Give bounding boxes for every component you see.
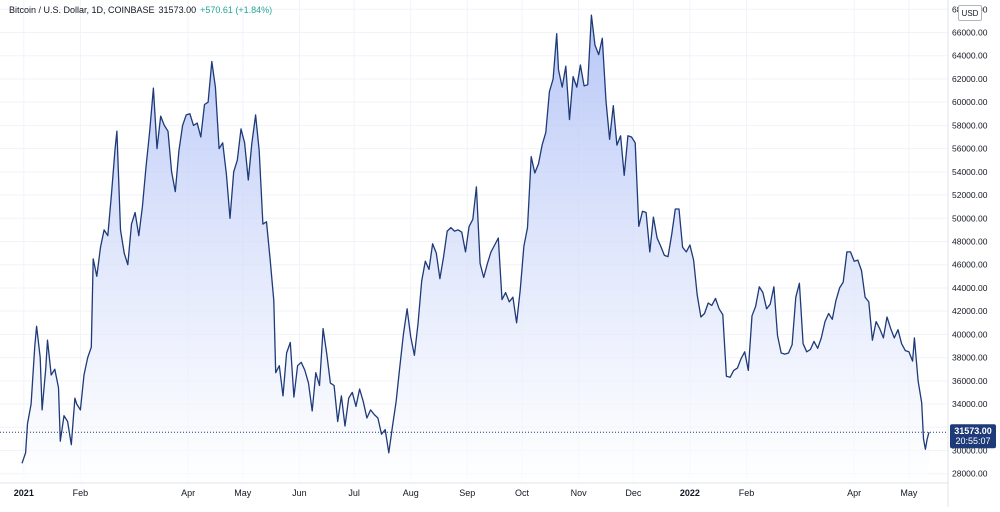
price-axis[interactable]: 28000.0030000.0032000.0034000.0036000.00… [952, 4, 988, 478]
x-tick-label: Oct [515, 488, 530, 498]
y-tick-label: 36000.00 [952, 376, 988, 386]
y-tick-label: 28000.00 [952, 469, 988, 479]
y-tick-label: 52000.00 [952, 190, 988, 200]
y-tick-label: 64000.00 [952, 51, 988, 61]
y-tick-label: 40000.00 [952, 329, 988, 339]
x-tick-label: 2022 [680, 488, 700, 498]
y-tick-label: 56000.00 [952, 144, 988, 154]
y-tick-label: 38000.00 [952, 353, 988, 363]
y-tick-label: 44000.00 [952, 283, 988, 293]
symbol-legend[interactable]: Bitcoin / U.S. Dollar, 1D, COINBASE 3157… [9, 5, 272, 15]
x-tick-label: Jun [292, 488, 307, 498]
last-price-label: 31573.00 [158, 5, 197, 15]
x-tick-label: Feb [73, 488, 89, 498]
x-tick-label: Aug [403, 488, 419, 498]
x-tick-label: Feb [739, 488, 755, 498]
x-tick-label: Jul [348, 488, 360, 498]
x-tick-label: Apr [181, 488, 195, 498]
price-line [21, 14, 930, 464]
last-price-tag: 31573.00 20:55:07 [950, 424, 996, 449]
last-price-value: 31573.00 [954, 426, 992, 436]
x-tick-label: Dec [625, 488, 642, 498]
price-area-fill [22, 15, 929, 483]
y-tick-label: 50000.00 [952, 213, 988, 223]
y-tick-label: 34000.00 [952, 399, 988, 409]
y-tick-label: 30000.00 [952, 445, 988, 455]
symbol-title: Bitcoin / U.S. Dollar, 1D, COINBASE [9, 5, 155, 15]
x-tick-label: 2021 [14, 488, 34, 498]
y-tick-label: 66000.00 [952, 28, 988, 38]
y-tick-label: 58000.00 [952, 120, 988, 130]
y-tick-label: 42000.00 [952, 306, 988, 316]
y-tick-label: 54000.00 [952, 167, 988, 177]
last-price-tag-background [950, 424, 996, 449]
y-tick-label: 46000.00 [952, 260, 988, 270]
price-change-label: +570.61 (+1.84%) [200, 5, 273, 15]
time-axis[interactable]: 2021 Feb Apr May Jun Jul Aug Sep Oct Nov Dec 2022 Fe… [14, 488, 918, 498]
x-tick-label: Nov [571, 488, 588, 498]
x-tick-label: Apr [847, 488, 861, 498]
x-tick-label: May [900, 488, 918, 498]
x-tick-label: May [234, 488, 252, 498]
y-tick-label: 62000.00 [952, 74, 988, 84]
currency-button[interactable]: USD [958, 5, 982, 21]
y-tick-label: 60000.00 [952, 97, 988, 107]
x-tick-label: Sep [459, 488, 475, 498]
y-tick-label: 48000.00 [952, 237, 988, 247]
bar-countdown: 20:55:07 [955, 436, 990, 446]
